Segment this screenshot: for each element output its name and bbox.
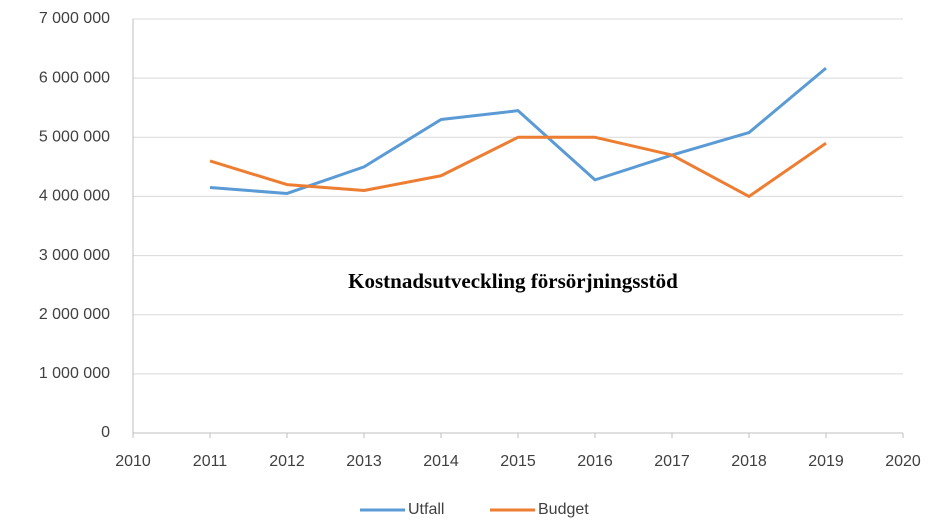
x-tick-label: 2011 [193,453,228,470]
series-line [209,135,827,198]
y-tick-label: 5 000 000 [39,129,110,146]
y-tick-label: 4 000 000 [39,188,110,205]
y-tick-label: 1 000 000 [39,365,110,382]
legend-label: Budget [538,501,589,518]
chart-title: Kostnadsutveckling försörjningsstöd [348,269,678,293]
y-tick-label: 0 [101,424,110,441]
x-tick-label: 2018 [731,453,767,470]
x-tick-label: 2013 [346,453,382,470]
series-line [209,66,827,195]
y-tick-label: 2 000 000 [39,306,110,323]
y-tick-label: 6 000 000 [39,69,110,86]
y-tick-label: 3 000 000 [39,247,110,264]
legend-label: Utfall [408,501,444,518]
x-tick-label: 2016 [577,453,613,470]
y-tick-label: 7 000 000 [39,10,110,27]
x-tick-label: 2012 [269,453,305,470]
x-tick-label: 2017 [654,453,690,470]
x-tick-label: 2010 [115,453,151,470]
x-tick-label: 2014 [423,453,459,470]
x-tick-label: 2015 [500,453,536,470]
x-tick-label: 2019 [808,453,844,470]
x-tick-label: 2020 [885,453,921,470]
